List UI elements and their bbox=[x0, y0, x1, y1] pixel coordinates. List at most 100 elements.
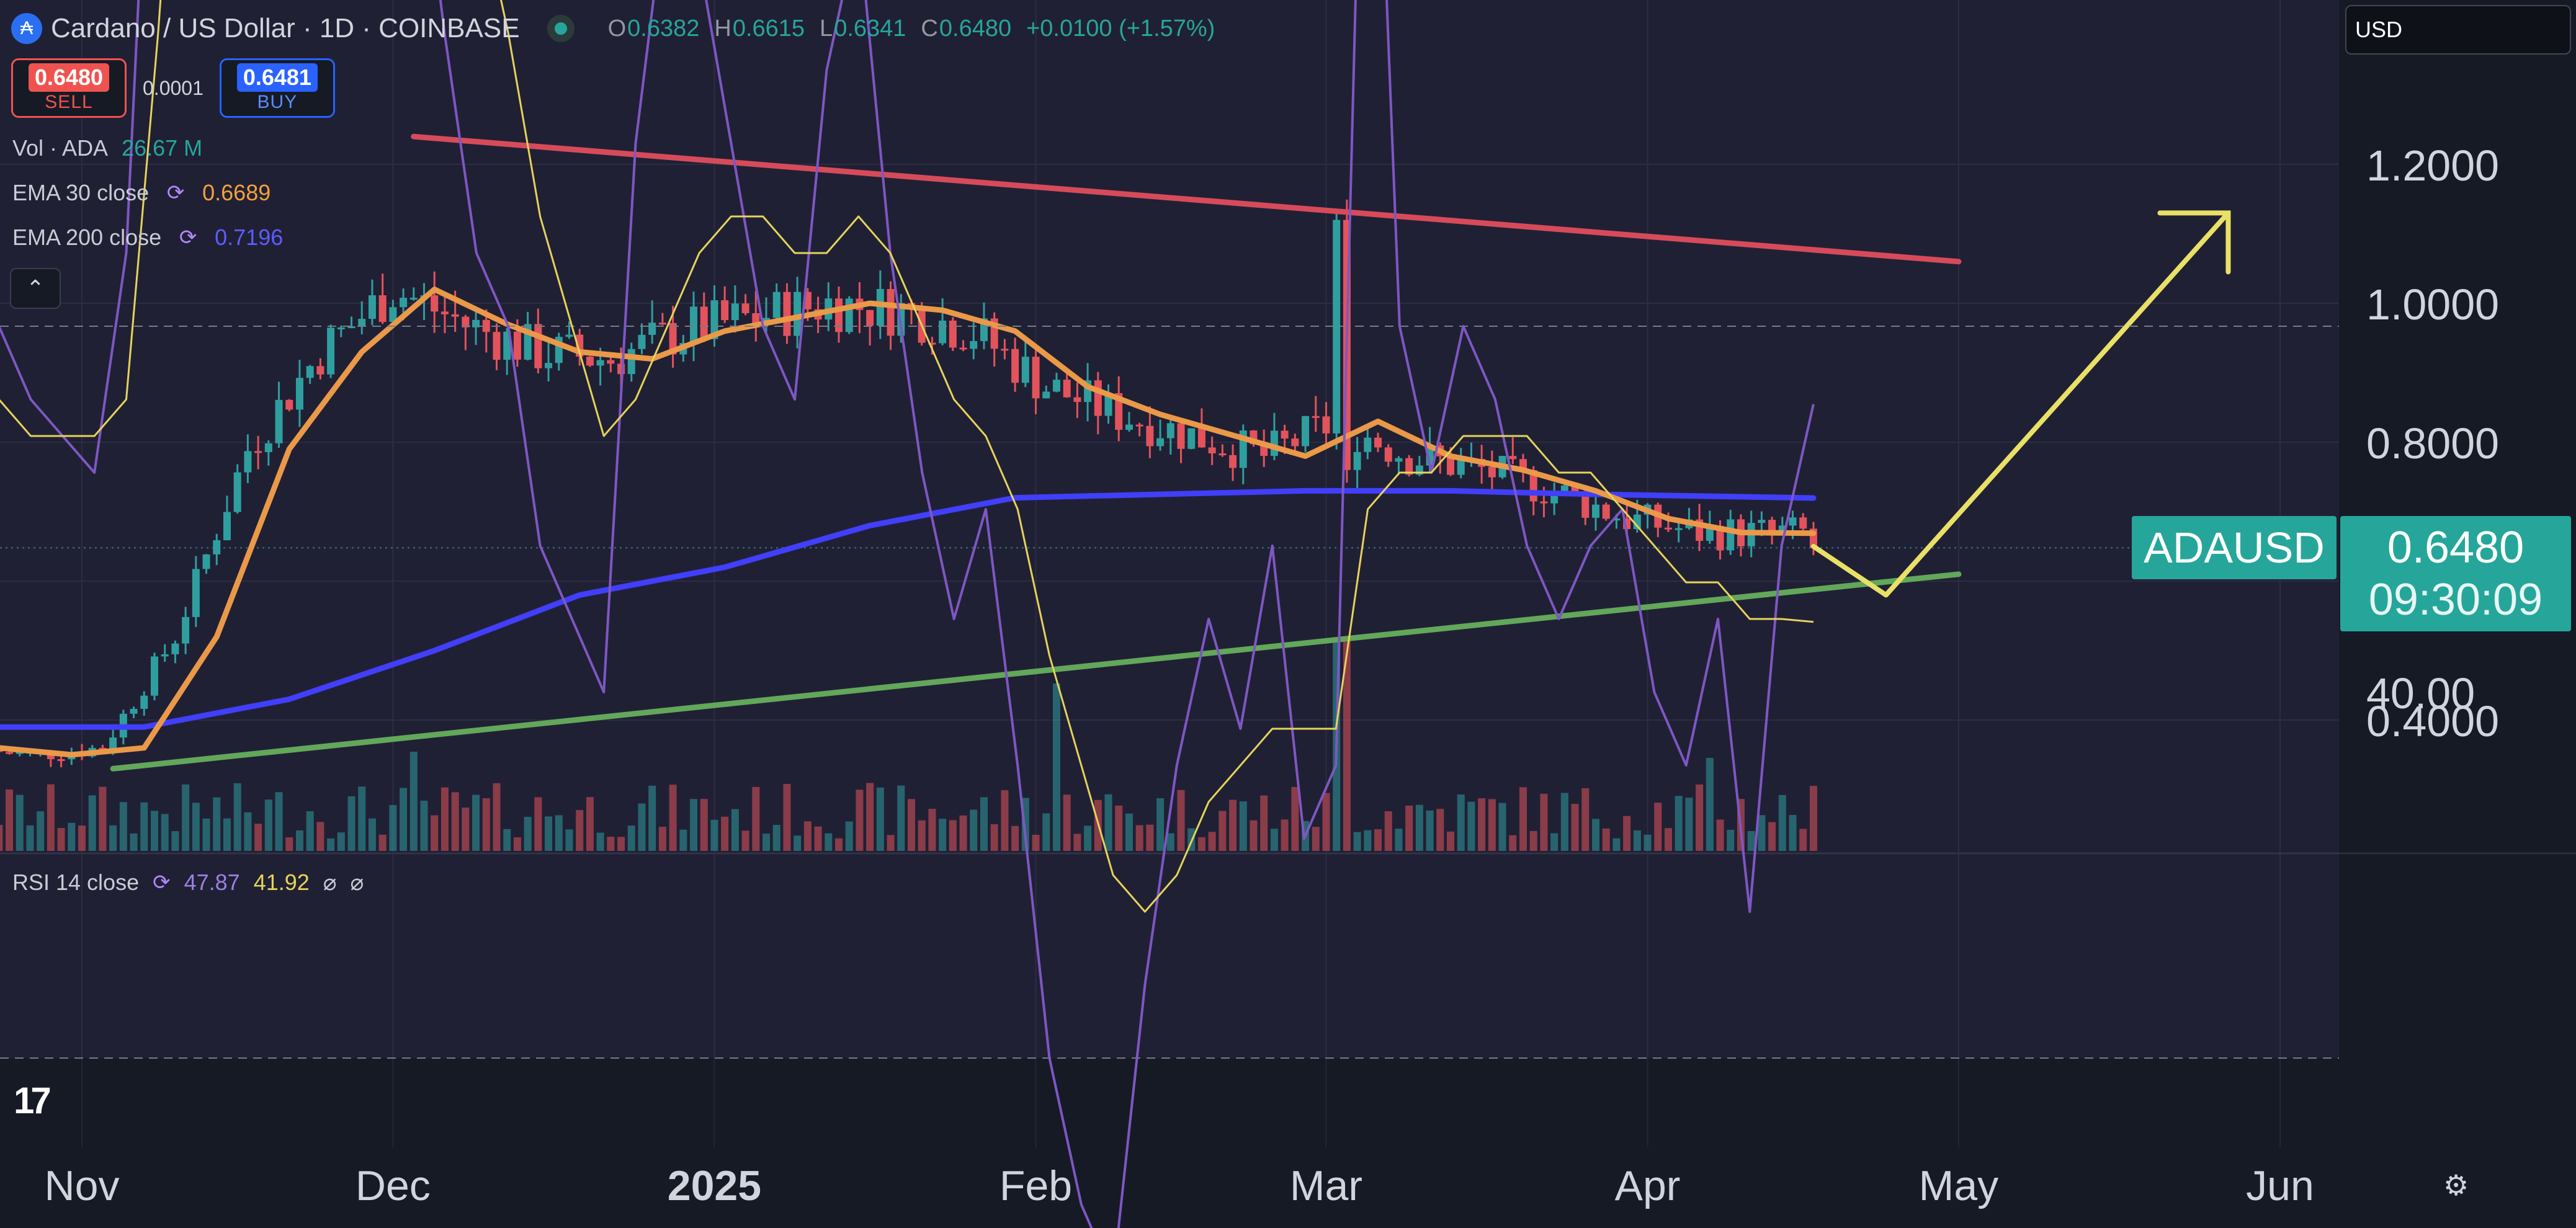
support-trendline bbox=[110, 571, 1962, 772]
candle-body bbox=[1778, 525, 1786, 531]
candle-body bbox=[316, 366, 324, 375]
candle-body bbox=[1727, 519, 1735, 551]
volume-bar bbox=[254, 824, 262, 851]
volume-bar bbox=[451, 792, 459, 851]
cardano-icon: ₳ bbox=[11, 13, 42, 44]
volume-bar bbox=[741, 830, 749, 851]
volume-bar bbox=[1799, 829, 1807, 851]
volume-bar bbox=[897, 785, 905, 851]
volume-bar bbox=[939, 819, 947, 851]
ohlc-close-key: C bbox=[921, 15, 938, 42]
volume-bar bbox=[545, 816, 553, 851]
volume-bar bbox=[327, 838, 335, 851]
candle-body bbox=[959, 347, 967, 350]
volume-bar bbox=[856, 790, 864, 851]
volume-bar bbox=[1384, 811, 1392, 851]
candle-body bbox=[1405, 458, 1413, 475]
candle-body bbox=[130, 708, 138, 714]
candle-body bbox=[482, 319, 490, 332]
volume-bar bbox=[928, 809, 936, 851]
volume-bar bbox=[1498, 803, 1506, 851]
volume-bar bbox=[347, 796, 356, 851]
candle-body bbox=[700, 306, 708, 339]
ema30-legend[interactable]: EMA 30 close ⟳ 0.6689 bbox=[12, 180, 271, 206]
market-status-icon[interactable] bbox=[547, 15, 575, 42]
gear-icon[interactable]: ⚙ bbox=[2443, 1169, 2469, 1201]
volume-bar bbox=[772, 825, 780, 851]
candle-body bbox=[669, 323, 677, 355]
candle-body bbox=[1540, 501, 1548, 504]
candle-body bbox=[783, 291, 791, 336]
candle-body bbox=[1664, 527, 1672, 530]
candle-body bbox=[1581, 492, 1590, 518]
candle-body bbox=[1291, 438, 1299, 447]
symbol-title[interactable]: Cardano / US Dollar · 1D · COINBASE bbox=[51, 13, 520, 43]
volume-bar bbox=[1032, 834, 1040, 851]
candle-body bbox=[182, 616, 190, 644]
volume-bar bbox=[1696, 784, 1704, 851]
volume-bar bbox=[970, 809, 978, 851]
overlay-lines bbox=[0, 133, 2231, 772]
volume-bar bbox=[1146, 824, 1154, 851]
candle-body bbox=[1602, 504, 1610, 519]
volume-bar bbox=[794, 835, 802, 851]
buy-button[interactable]: 0.6481 BUY bbox=[219, 58, 335, 118]
volume-bar bbox=[1560, 793, 1568, 851]
volume-bar bbox=[845, 821, 853, 851]
volume-bar bbox=[482, 798, 490, 851]
candle-body bbox=[1063, 380, 1071, 398]
projection-arrowhead bbox=[2157, 210, 2231, 275]
volume-bar bbox=[690, 799, 698, 851]
volume-bar bbox=[1467, 801, 1475, 851]
rsi-legend[interactable]: RSI 14 close ⟳ 47.87 41.92 ⌀ ⌀ bbox=[12, 870, 364, 896]
candle-body bbox=[327, 327, 335, 375]
candle-body bbox=[1032, 357, 1040, 399]
ohlc-open-key: O bbox=[607, 15, 627, 42]
rsi-line bbox=[0, 0, 1815, 1228]
volume-bar bbox=[1084, 825, 1092, 851]
volume-bar bbox=[555, 815, 563, 851]
candle-body bbox=[264, 443, 272, 453]
ohlc-open: 0.6382 bbox=[627, 15, 700, 42]
volume-bar bbox=[1478, 798, 1486, 851]
volume-bar bbox=[576, 810, 584, 851]
volume-bar bbox=[1591, 819, 1599, 851]
candle-body bbox=[1187, 428, 1196, 449]
rsi-axis-tick: 40.00 bbox=[2366, 669, 2475, 718]
collapse-legend-button[interactable]: ⌃ bbox=[10, 268, 61, 309]
volume-bar bbox=[1571, 804, 1579, 851]
rsi-na-2: ⌀ bbox=[350, 870, 364, 895]
indicator-name: Vol · ADA bbox=[12, 135, 109, 161]
volume-bar bbox=[1488, 799, 1496, 851]
last-price-label: 0.6480 09:30:09 bbox=[2340, 516, 2571, 631]
tradingview-logo[interactable]: 17 bbox=[14, 1080, 51, 1121]
volume-bar bbox=[1706, 758, 1714, 851]
volume-bar bbox=[1239, 801, 1247, 851]
last-price: 0.6480 bbox=[2387, 523, 2525, 572]
volume-bar bbox=[378, 834, 387, 851]
sell-button[interactable]: 0.6480 SELL bbox=[11, 58, 127, 118]
candle-body bbox=[887, 289, 895, 336]
volume-legend[interactable]: Vol · ADA 26.67 M bbox=[12, 135, 202, 161]
x-axis-label: Nov bbox=[45, 1162, 120, 1209]
ohlc-close: 0.6480 bbox=[939, 15, 1012, 42]
volume-bar bbox=[1778, 794, 1786, 851]
ohlc-low-key: L bbox=[820, 15, 833, 42]
candle-body bbox=[358, 319, 366, 327]
candle-body bbox=[586, 357, 594, 366]
y-axis-tick: 1.0000 bbox=[2366, 280, 2499, 329]
volume-bar bbox=[721, 816, 729, 851]
volume-bar bbox=[26, 825, 34, 851]
volume-bar bbox=[1042, 813, 1050, 851]
volume-bar bbox=[990, 824, 998, 851]
volume-bar bbox=[949, 820, 957, 851]
currency-select[interactable]: USD bbox=[2345, 5, 2571, 55]
candle-body bbox=[1073, 397, 1081, 403]
candle-body bbox=[254, 451, 262, 453]
volume-bar bbox=[1270, 829, 1278, 851]
ema200-legend[interactable]: EMA 200 close ⟳ 0.7196 bbox=[12, 225, 283, 251]
volume-bar bbox=[431, 815, 439, 851]
candle-body bbox=[866, 309, 874, 326]
candle-body bbox=[1001, 349, 1009, 351]
